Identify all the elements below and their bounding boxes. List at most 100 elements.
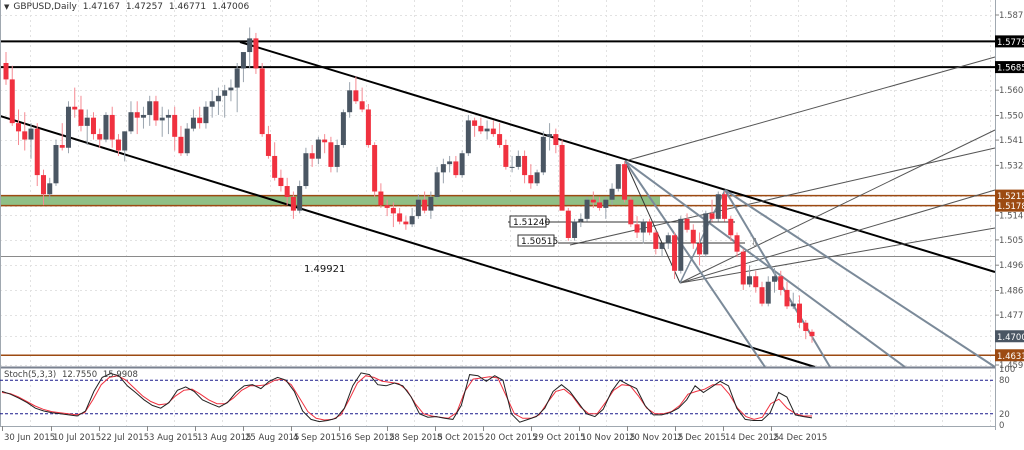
candle-body <box>615 164 621 189</box>
candle-body <box>672 235 678 271</box>
candle-body <box>253 38 259 69</box>
axis-price-tag <box>995 61 1024 74</box>
axis-label: 1.50530 <box>999 236 1024 246</box>
trendline[interactable] <box>624 160 906 368</box>
stoch-axis-label: 80 <box>999 376 1010 386</box>
time-label: 3 Aug 2015 <box>149 433 198 443</box>
candle-body <box>203 106 209 124</box>
time-label: 10 Jul 2015 <box>53 433 101 443</box>
candle-body <box>22 131 28 140</box>
trendline[interactable] <box>679 189 996 284</box>
axis-price-tag <box>995 330 1024 343</box>
candle-body <box>59 145 65 148</box>
support-zone-fill <box>0 195 660 206</box>
candle-body <box>434 172 440 197</box>
candle-body <box>297 186 303 211</box>
axis-price-tag-text: 1.47006 <box>997 333 1024 343</box>
candle-body <box>353 90 359 102</box>
axis-label: 1.51430 <box>999 211 1024 221</box>
candle-body <box>784 289 790 307</box>
axis-price-tag-text: 1.57790 <box>997 38 1024 48</box>
candle-body <box>559 145 565 211</box>
candle-body <box>134 112 140 118</box>
candle-body <box>172 114 178 137</box>
axis-price-tag-text: 1.52150 <box>997 192 1024 202</box>
axis-label: 1.48680 <box>999 286 1024 296</box>
candle-body <box>328 142 334 167</box>
candle-body <box>140 114 146 118</box>
time-label: 22 Jul 2015 <box>101 433 149 443</box>
axis-price-tag <box>995 199 1024 212</box>
candle-body <box>572 221 578 238</box>
time-label: 24 Dec 2015 <box>773 433 827 443</box>
price-tag-2-text: 1.50515 <box>521 237 558 247</box>
candle-body <box>590 199 596 203</box>
candle-body <box>584 199 590 219</box>
candle-body <box>597 202 603 208</box>
chart-title: ▼ GBPUSD,Daily 1.47167 1.47257 1.46771 1.… <box>4 2 249 12</box>
candle-body <box>534 172 540 184</box>
candle-body <box>265 134 271 156</box>
axis-price-tag-text: 1.51782 <box>997 202 1024 212</box>
candle-body <box>734 235 740 252</box>
trendline[interactable] <box>0 115 816 368</box>
candle-body <box>647 221 653 233</box>
candle-body <box>3 62 9 80</box>
candle-body <box>578 218 584 222</box>
candle-body <box>678 218 684 271</box>
stoch-main-line <box>1 372 813 423</box>
candle-body <box>697 243 703 255</box>
candle-body <box>197 117 203 124</box>
candle-body <box>453 161 459 176</box>
candle-body <box>209 101 215 107</box>
candle-body <box>153 101 159 121</box>
stochastic-label: Stoch(5,3,3) 12.7550 15.9908 <box>4 370 138 380</box>
trendline[interactable] <box>624 56 996 162</box>
candle-body <box>740 251 746 285</box>
candle-body <box>322 139 328 143</box>
trendline[interactable] <box>679 227 996 284</box>
candle-body <box>415 199 421 217</box>
candle-body <box>315 139 321 159</box>
price-axis[interactable]: 1.58755 1.57790 1.56850 1.56005 1.55080 1.541… <box>995 11 1024 371</box>
candle-body <box>565 210 571 238</box>
candle-body <box>428 196 434 211</box>
time-label: 16 Sep 2015 <box>341 433 395 443</box>
candle-body <box>772 276 778 282</box>
dropdown-triangle-icon[interactable]: ▼ <box>4 3 10 11</box>
time-label: 20 Nov 2015 <box>629 433 683 443</box>
axis-price-tag-text: 1.46311 <box>997 352 1024 362</box>
candle-body <box>165 114 171 118</box>
candle-body <box>447 161 453 165</box>
price-tag-1-text: 1.51240 <box>513 218 550 228</box>
candle-body <box>403 221 409 225</box>
candle-body <box>222 90 228 96</box>
time-label: 8 Oct 2015 <box>437 433 484 443</box>
candle-body <box>422 199 428 211</box>
trendline[interactable] <box>724 189 996 368</box>
candle-body <box>528 175 534 184</box>
candle-body <box>72 106 78 110</box>
candle-body <box>747 276 753 285</box>
candle-body <box>478 125 484 132</box>
trendline[interactable] <box>624 160 766 368</box>
candle-body <box>84 117 90 126</box>
stoch-axis-label: 20 <box>999 410 1010 420</box>
axis-label: 1.58755 <box>999 11 1024 21</box>
high-value: 1.47257 <box>125 2 164 12</box>
candle-body <box>78 109 84 126</box>
candle-body <box>272 155 278 178</box>
candle-body <box>753 276 759 288</box>
candle-body <box>247 38 253 53</box>
axis-price-tag <box>995 349 1024 362</box>
trendline[interactable] <box>679 129 996 284</box>
candle-body <box>603 199 609 208</box>
axis-price-tag <box>995 35 1024 48</box>
candle-body <box>465 120 471 154</box>
trendline[interactable] <box>239 41 996 273</box>
stoch-signal-line <box>1 375 812 421</box>
candle-body <box>290 196 296 211</box>
